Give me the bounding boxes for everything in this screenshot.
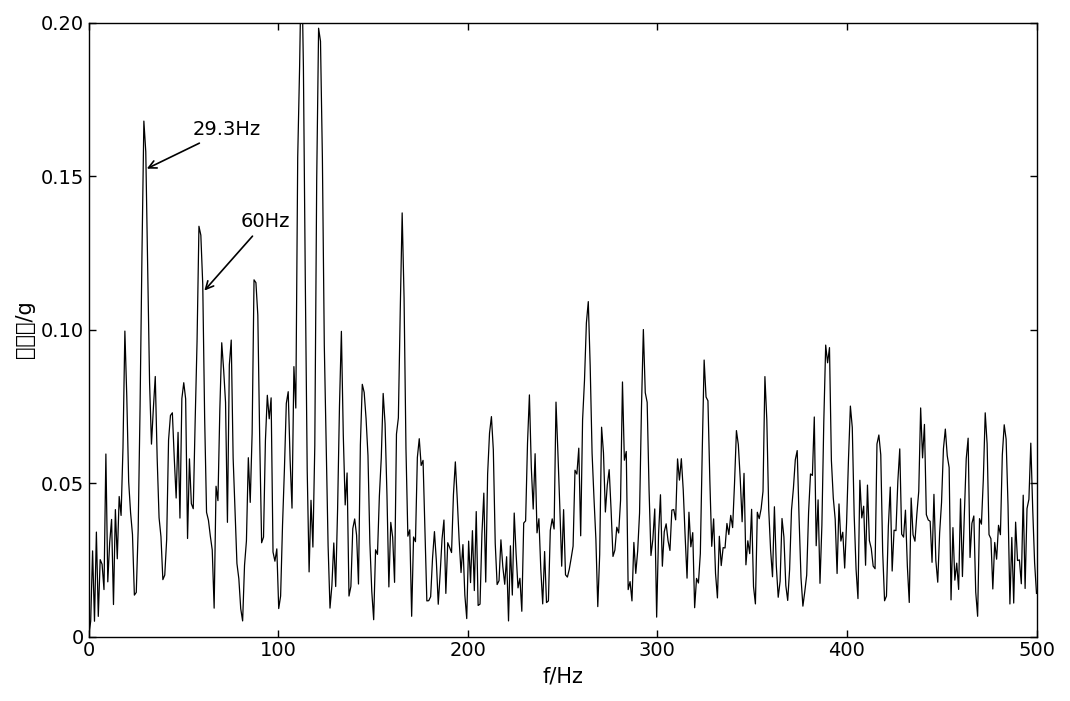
Y-axis label: 加速度/g: 加速度/g (15, 301, 35, 358)
Text: 60Hz: 60Hz (205, 212, 290, 290)
X-axis label: f/Hz: f/Hz (542, 666, 583, 686)
Text: 29.3Hz: 29.3Hz (149, 120, 261, 168)
